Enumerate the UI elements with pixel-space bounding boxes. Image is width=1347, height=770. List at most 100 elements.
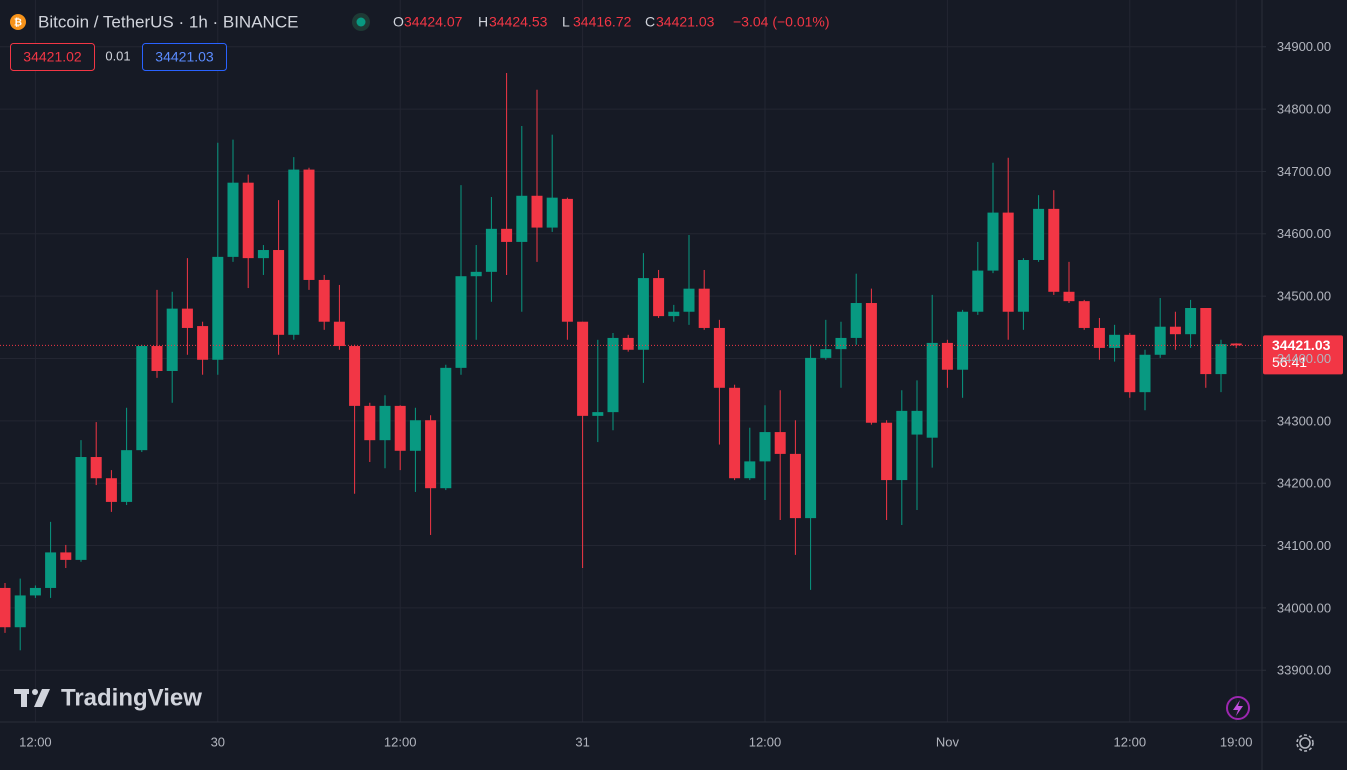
candle-body (805, 357, 817, 519)
candle-body (105, 478, 117, 502)
y-tick-label: 34800.00 (1277, 102, 1331, 117)
change: −3.04 (−0.01%) (733, 14, 830, 30)
legend-key: C (645, 14, 655, 30)
candle-body (1093, 327, 1105, 348)
ask: 34421.03 (155, 49, 214, 65)
candle-body (45, 552, 57, 588)
y-tick-label: 34300.00 (1277, 413, 1331, 428)
buy-box[interactable] (142, 43, 227, 71)
candle-body (197, 326, 209, 360)
bid: 34421.02 (23, 49, 82, 65)
symbol-title[interactable]: Bitcoin / TetherUS · 1h · BINANCE (38, 12, 298, 31)
candle-body (516, 195, 528, 242)
candle-body (1169, 326, 1181, 335)
candle-body (729, 387, 741, 479)
candle-body (957, 311, 969, 370)
x-tick-label: 12:00 (384, 734, 417, 749)
sell-box[interactable] (10, 43, 95, 71)
x-tick-label: 30 (211, 734, 225, 749)
legend-value: 34424.53 (489, 14, 548, 30)
alert-icon[interactable] (1226, 696, 1250, 720)
y-tick-label: 34000.00 (1277, 600, 1331, 615)
candle-body (607, 337, 619, 413)
y-tick-label: 34200.00 (1277, 476, 1331, 491)
candle-body (1139, 354, 1151, 393)
y-tick-label: 33900.00 (1277, 663, 1331, 678)
candle-body (0, 587, 11, 628)
candle-body (470, 271, 482, 277)
candle-body (212, 256, 224, 360)
candle-body (1215, 344, 1227, 375)
candle-body (166, 308, 178, 371)
candle-body (1124, 334, 1136, 393)
candle-body (136, 346, 148, 451)
candle-body (318, 279, 330, 322)
ohlc-legend: O 34424.07 H 34424.53 L 34416.72 C 34421.03 (393, 14, 715, 30)
candle-body (668, 311, 680, 317)
x-tick-label: 12:00 (1114, 734, 1147, 749)
candle-body (349, 346, 361, 406)
candle-body (1154, 326, 1166, 355)
candle-body (121, 450, 133, 502)
coin-icon (10, 14, 26, 30)
x-tick-label: 31 (575, 734, 589, 749)
coin-icon-glyph: ₿ (14, 17, 22, 29)
candle-body (501, 228, 513, 242)
settings-icon[interactable] (1299, 737, 1311, 749)
candle-body (1185, 308, 1197, 335)
y-tick-label: 34900.00 (1277, 39, 1331, 54)
price-label: 34421.03 (1272, 337, 1331, 353)
x-tick-label: 12:00 (749, 734, 782, 749)
y-tick-label: 34600.00 (1277, 226, 1331, 241)
y-tick-label: 34700.00 (1277, 164, 1331, 179)
candle-body (683, 288, 695, 312)
candle-body (896, 410, 908, 481)
candle-body (592, 412, 604, 416)
candle-body (60, 552, 72, 560)
candle-body (637, 278, 649, 350)
candle-body (713, 327, 725, 388)
candle-body (394, 405, 406, 451)
candle-body (242, 182, 254, 259)
x-tick-label: 12:00 (19, 734, 52, 749)
candle-body (1200, 308, 1212, 375)
candle-body (774, 432, 786, 454)
candle-body (181, 308, 193, 328)
candle-body (1017, 259, 1029, 312)
price-label-box (1263, 335, 1343, 375)
legend-value: 34416.72 (573, 14, 632, 30)
candle-body (941, 342, 953, 370)
candle-body (29, 587, 41, 596)
candle-body (850, 303, 862, 338)
candle-body (455, 276, 467, 368)
candle-body (972, 270, 984, 312)
candle-body (288, 169, 300, 335)
legend-key: H (478, 14, 488, 30)
candle-body (151, 346, 163, 371)
candle-body (364, 405, 376, 441)
y-tick-label: 34400.00 (1277, 351, 1331, 366)
candle-body (1063, 291, 1075, 302)
candle-body (881, 422, 893, 481)
candle-body (1230, 343, 1242, 346)
candle-body (835, 337, 847, 350)
candle-body (911, 410, 923, 435)
candle-body (1002, 212, 1014, 312)
candle-body (531, 195, 543, 228)
x-tick-label: Nov (936, 734, 960, 749)
y-tick-label: 34100.00 (1277, 538, 1331, 553)
legend-value: 34421.03 (656, 14, 715, 30)
legend-value: 34424.07 (404, 14, 463, 30)
candle-body (14, 595, 26, 628)
candle-body (865, 303, 877, 423)
candle-body (333, 321, 345, 347)
candle-body (744, 461, 756, 479)
candle-body (485, 228, 497, 272)
candle-body (90, 457, 102, 479)
spread: 0.01 (105, 48, 130, 63)
candle-body (820, 349, 832, 358)
watermark-logo (14, 689, 50, 707)
